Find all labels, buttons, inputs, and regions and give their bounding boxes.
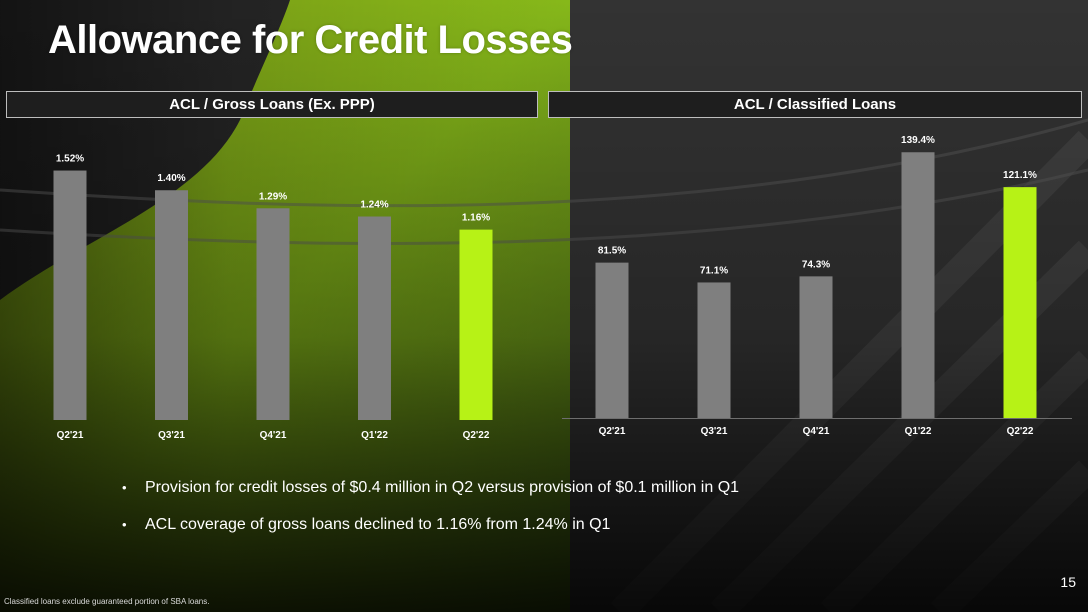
bar-q221 xyxy=(53,170,87,420)
chart-acl-classified-loans: 81.5% Q2'21 71.1% Q3'21 74.3% Q4'21 139.4% Q1'2… xyxy=(562,135,1072,437)
bar-q321 xyxy=(697,282,731,418)
x-tick-label: Q4'21 xyxy=(803,426,830,437)
bar-q421 xyxy=(256,208,290,420)
bar-q222 xyxy=(1003,187,1037,418)
footnote: Classified loans exclude guaranteed port… xyxy=(4,597,210,606)
page-number: 15 xyxy=(1060,574,1076,590)
bullet-list: • Provision for credit losses of $0.4 mi… xyxy=(120,478,739,552)
x-tick-label: Q2'22 xyxy=(463,430,490,441)
bar-q222 xyxy=(459,229,493,420)
bullet-item: • ACL coverage of gross loans declined t… xyxy=(120,515,739,535)
chart-title-acl-gross-loans: ACL / Gross Loans (Ex. PPP) xyxy=(6,91,538,118)
bullet-text: ACL coverage of gross loans declined to … xyxy=(145,516,611,533)
data-label: 1.16% xyxy=(462,213,490,224)
bullet-text: Provision for credit losses of $0.4 mill… xyxy=(145,479,740,496)
x-tick-label: Q3'21 xyxy=(158,430,185,441)
data-label: 81.5% xyxy=(598,246,626,257)
x-tick-label: Q3'21 xyxy=(701,426,728,437)
chart-acl-gross-loans: 1.52% Q2'21 1.40% Q3'21 1.29% Q4'21 1.24% Q1'22… xyxy=(53,154,493,441)
page-title: Allowance for Credit Losses xyxy=(48,18,573,62)
chart-title-acl-classified-loans: ACL / Classified Loans xyxy=(548,91,1082,118)
data-label: 1.52% xyxy=(56,154,84,165)
x-tick-label: Q2'22 xyxy=(1007,426,1034,437)
data-label: 1.24% xyxy=(360,199,388,210)
bar-q221 xyxy=(595,262,629,418)
bar-q122 xyxy=(358,216,391,420)
x-tick-label: Q2'21 xyxy=(57,430,84,441)
bullet-glyph: • xyxy=(122,480,127,495)
data-label: 74.3% xyxy=(802,259,830,270)
data-label: 121.1% xyxy=(1003,170,1037,181)
bullet-glyph: • xyxy=(122,517,127,532)
bullet-item: • Provision for credit losses of $0.4 mi… xyxy=(120,478,739,498)
data-label: 1.29% xyxy=(259,191,287,202)
data-label: 139.4% xyxy=(901,135,935,146)
x-tick-label: Q1'22 xyxy=(905,426,932,437)
bar-q321 xyxy=(155,190,188,420)
data-label: 71.1% xyxy=(700,265,728,276)
bar-q122 xyxy=(901,152,935,418)
x-tick-label: Q1'22 xyxy=(361,430,388,441)
x-tick-label: Q4'21 xyxy=(260,430,287,441)
x-tick-label: Q2'21 xyxy=(599,426,626,437)
bar-q421 xyxy=(799,276,833,418)
data-label: 1.40% xyxy=(157,173,185,184)
